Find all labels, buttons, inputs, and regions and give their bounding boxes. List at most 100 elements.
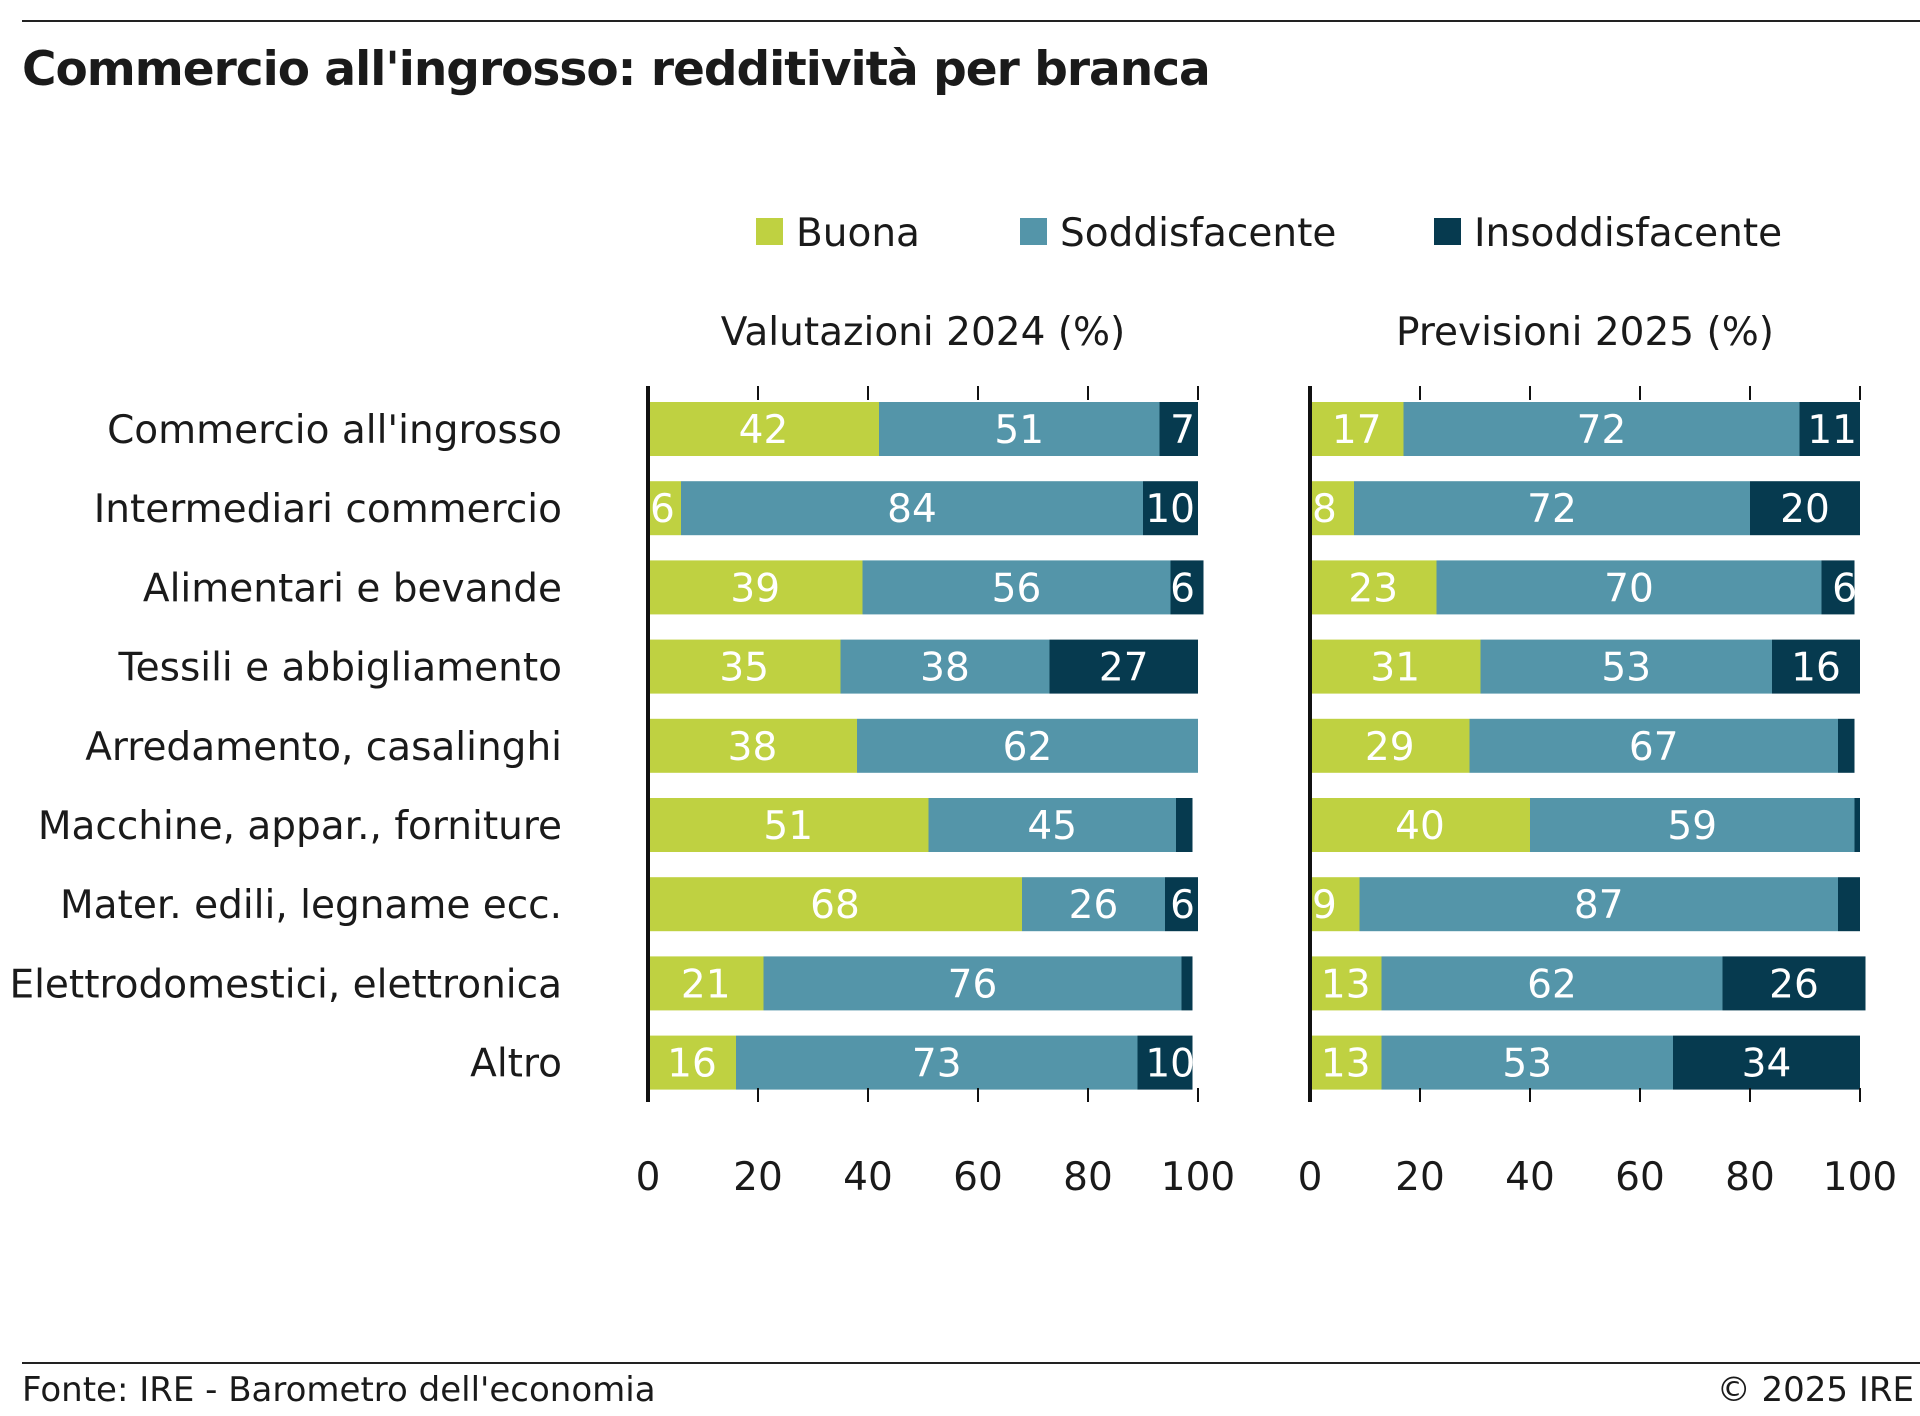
chart-title: Commercio all'ingrosso: redditività per …: [22, 42, 1211, 97]
tick-label: 40: [1505, 1155, 1555, 1200]
category-label: Altro: [470, 1042, 562, 1087]
category-label: Tessili e abbigliamento: [117, 646, 562, 691]
bar-segment: [1165, 877, 1198, 932]
bar-segment: [648, 402, 879, 456]
data-label: 51: [763, 804, 813, 849]
bar-segment: [1143, 481, 1198, 536]
tick-label: 0: [1298, 1155, 1323, 1200]
bar-segment: [1480, 639, 1772, 694]
data-label: 34: [1742, 1042, 1792, 1087]
bar-segment: [1022, 877, 1165, 932]
bar-segment: [1310, 956, 1382, 1011]
data-label: 62: [1527, 962, 1577, 1007]
tick-label: 100: [1823, 1155, 1897, 1200]
data-label: 21: [681, 962, 731, 1007]
data-label: 62: [1003, 725, 1053, 770]
category-label: Alimentari e bevande: [143, 566, 562, 611]
data-label: 38: [728, 725, 778, 770]
bar-segment: [1310, 481, 1354, 536]
data-label: 53: [1601, 646, 1651, 691]
bar-segment: [648, 877, 1022, 932]
bar-segment: [648, 956, 764, 1011]
bar-segment: [648, 1035, 736, 1090]
data-label: 17: [1332, 408, 1382, 453]
category-label: Elettrodomestici, elettronica: [9, 962, 562, 1007]
bar-segment: [1838, 877, 1860, 932]
data-label: 84: [887, 487, 937, 532]
data-label: 11: [1807, 408, 1857, 453]
data-label: 7: [1170, 408, 1195, 453]
bar-segment: [1772, 639, 1860, 694]
tick-label: 100: [1161, 1155, 1235, 1200]
bar-segment: [1176, 798, 1193, 852]
source-note: Fonte: IRE - Barometro dell'economia: [22, 1370, 656, 1410]
data-label: 6: [650, 487, 675, 532]
category-label: Macchine, appar., forniture: [38, 804, 562, 849]
bar-segment: [1381, 1035, 1673, 1090]
data-label: 13: [1321, 962, 1371, 1007]
bar-segment: [879, 402, 1160, 456]
data-label: 27: [1099, 646, 1149, 691]
bar-segment: [1722, 956, 1866, 1011]
data-label: 45: [1027, 804, 1077, 849]
tick-label: 20: [733, 1155, 783, 1200]
data-label: 6: [1832, 566, 1857, 611]
top-rule: [22, 20, 1920, 22]
bar-segment: [1310, 798, 1530, 852]
tick-label: 60: [953, 1155, 1003, 1200]
copyright-note: © 2025 IRE: [1716, 1370, 1914, 1410]
bar-segment: [763, 956, 1182, 1011]
data-label: 51: [994, 408, 1044, 453]
bar-segment: [1310, 402, 1404, 456]
bar-segment: [1049, 639, 1198, 694]
bar-segment: [681, 481, 1143, 536]
category-label: Arredamento, casalinghi: [85, 725, 562, 770]
data-label: 16: [667, 1042, 717, 1087]
data-label: 35: [719, 646, 769, 691]
legend-label-1: Soddisfacente: [1060, 211, 1336, 256]
legend-label-2: Insoddisfacente: [1474, 211, 1782, 256]
category-label: Intermediari commercio: [94, 487, 562, 532]
bar-segment: [1170, 560, 1204, 615]
data-label: 23: [1348, 566, 1398, 611]
bar-segment: [648, 481, 681, 536]
bar-segment: [1310, 560, 1437, 615]
tick-label: 40: [843, 1155, 893, 1200]
panel-title: Valutazioni 2024 (%): [721, 310, 1126, 355]
bar-segment: [1359, 877, 1838, 932]
bottom-rule: [22, 1362, 1920, 1364]
data-label: 67: [1629, 725, 1679, 770]
data-label: 31: [1370, 646, 1420, 691]
category-label: Commercio all'ingrosso: [107, 408, 562, 453]
bar-segment: [1838, 718, 1855, 773]
bar-segment: [1137, 1035, 1193, 1090]
tick-label: 80: [1725, 1155, 1775, 1200]
panel-title: Previsioni 2025 (%): [1396, 310, 1774, 355]
bar-segment: [1159, 402, 1198, 456]
data-label: 10: [1145, 487, 1195, 532]
data-label: 26: [1069, 883, 1119, 928]
category-label: Mater. edili, legname ecc.: [60, 883, 562, 928]
data-label: 40: [1395, 804, 1445, 849]
tick-label: 60: [1615, 1155, 1665, 1200]
bar-segment: [1403, 402, 1800, 456]
tick-label: 80: [1063, 1155, 1113, 1200]
bar-segment: [857, 718, 1198, 773]
data-label: 68: [810, 883, 860, 928]
legend-swatch-1: [1020, 218, 1047, 245]
bar-segment: [1750, 481, 1860, 536]
data-label: 8: [1312, 487, 1337, 532]
data-label: 16: [1791, 646, 1841, 691]
data-label: 39: [730, 566, 780, 611]
data-label: 6: [1170, 566, 1195, 611]
bar-segment: [1673, 1035, 1860, 1090]
bar-segment: [1854, 798, 1860, 852]
bar-segment: [1354, 481, 1750, 536]
data-label: 87: [1574, 883, 1624, 928]
bar-segment: [1310, 639, 1481, 694]
bar-segment: [1310, 877, 1360, 932]
tick-label: 20: [1395, 1155, 1445, 1200]
tick-label: 0: [636, 1155, 661, 1200]
data-label: 6: [1170, 883, 1195, 928]
